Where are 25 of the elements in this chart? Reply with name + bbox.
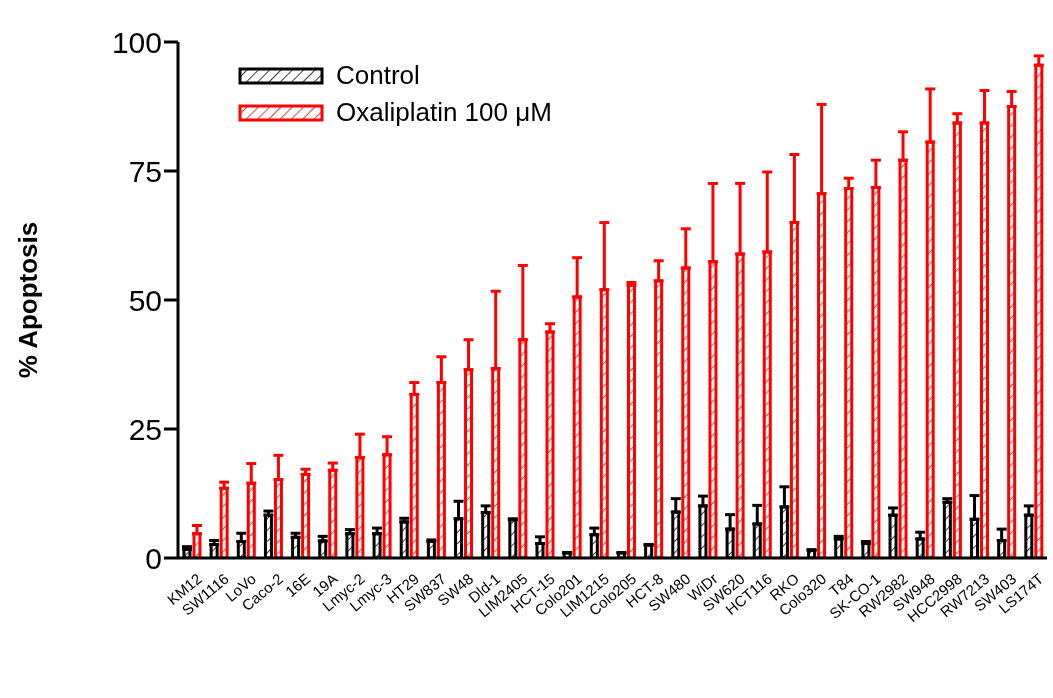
y-axis-title: % Apoptosis (13, 221, 44, 379)
bar (599, 288, 609, 558)
bar (871, 186, 881, 558)
bar (844, 187, 854, 558)
bar (545, 330, 555, 558)
bar (708, 260, 718, 558)
bar (382, 453, 392, 558)
legend-label: Control (336, 60, 420, 91)
y-tick-label: 25 (128, 412, 162, 446)
bar (491, 367, 501, 558)
y-tick-label: 50 (128, 283, 162, 317)
bar (464, 368, 474, 558)
bar (654, 279, 664, 558)
bar (436, 381, 446, 558)
bar (572, 295, 582, 558)
bar (817, 192, 827, 558)
y-tick-label: 75 (128, 154, 162, 188)
y-tick-label: 100 (111, 25, 162, 59)
bar (1007, 105, 1017, 558)
bar (626, 284, 636, 558)
y-tick-label: 0 (145, 541, 162, 575)
legend-label: Oxaliplatin 100 μM (336, 97, 552, 128)
bar (273, 478, 283, 558)
bar (789, 221, 799, 558)
bar (518, 338, 528, 558)
